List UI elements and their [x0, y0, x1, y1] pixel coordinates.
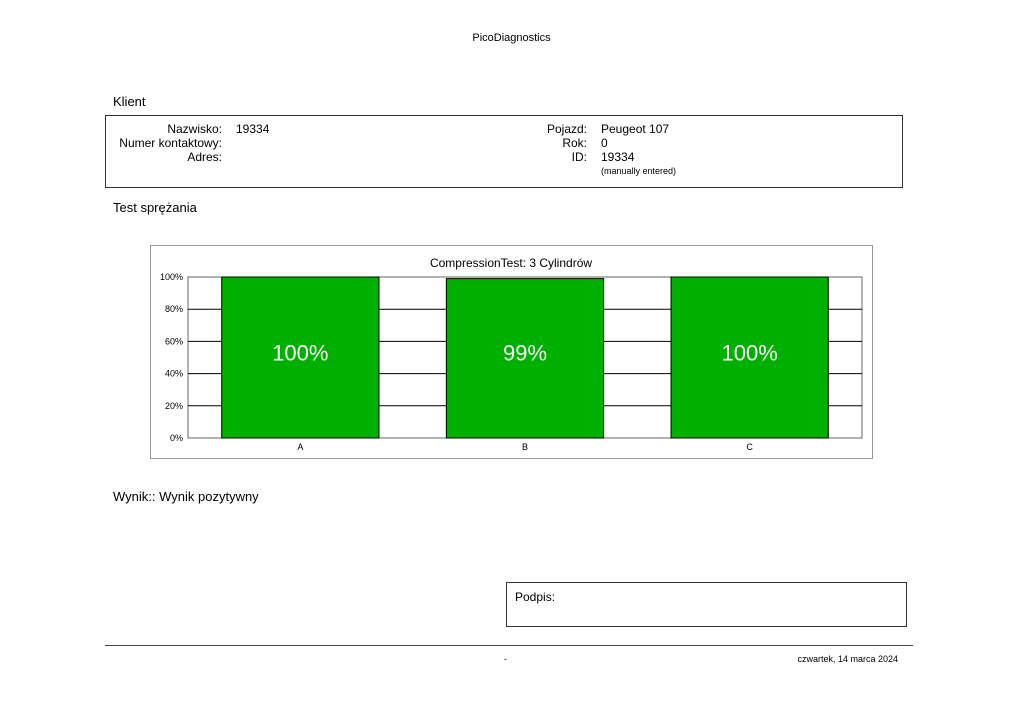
bar-A [221, 276, 380, 439]
y-tick-label: 80% [165, 304, 183, 314]
x-tick-label: C [746, 442, 753, 452]
compression-chart-panel: CompressionTest: 3 Cylindrów 0% 20% 40% 60%… [150, 245, 873, 459]
footer-date: czwartek, 14 marca 2024 [797, 654, 898, 664]
id-note: (manually entered) [601, 166, 677, 176]
chart-title: CompressionTest: 3 Cylindrów [430, 256, 592, 270]
year-label: Rok: [562, 136, 587, 150]
name-value: 19334 [236, 122, 270, 136]
bar-data-label: 99% [503, 341, 547, 366]
year-value: 0 [601, 136, 608, 150]
footer-middle-text: - [504, 654, 507, 664]
bar-data-label: 100% [722, 341, 778, 366]
footer-divider [105, 645, 913, 646]
y-tick-label: 100% [160, 272, 183, 282]
x-tick-label: B [522, 442, 528, 452]
signature-label: Podpis: [515, 590, 556, 604]
result-text: Wynik:: Wynik pozytywny [113, 489, 259, 504]
y-tick-label: 20% [165, 401, 183, 411]
client-info-box: Nazwisko: 19334 Numer kontaktowy: Adres:… [105, 115, 903, 188]
test-section-title: Test sprężania [113, 200, 197, 215]
bar-B [445, 278, 605, 439]
compression-chart: CompressionTest: 3 Cylindrów 0% 20% 40% 60%… [160, 256, 863, 452]
y-tick-label: 0% [170, 433, 183, 443]
signature-box: Podpis: [506, 582, 907, 627]
id-value: 19334 [601, 150, 635, 164]
bar-C [670, 276, 829, 439]
y-tick-label: 60% [165, 336, 183, 346]
bar-data-label: 100% [272, 341, 328, 366]
address-label: Adres: [187, 150, 222, 164]
y-tick-label: 40% [165, 369, 183, 379]
client-section-title: Klient [113, 94, 146, 109]
x-tick-label: A [297, 442, 303, 452]
vehicle-value: Peugeot 107 [601, 122, 670, 136]
contact-label: Numer kontaktowy: [119, 136, 222, 150]
report-header-title: PicoDiagnostics [472, 32, 551, 44]
name-label: Nazwisko: [167, 122, 222, 136]
id-label: ID: [571, 150, 587, 164]
vehicle-label: Pojazd: [546, 122, 587, 136]
